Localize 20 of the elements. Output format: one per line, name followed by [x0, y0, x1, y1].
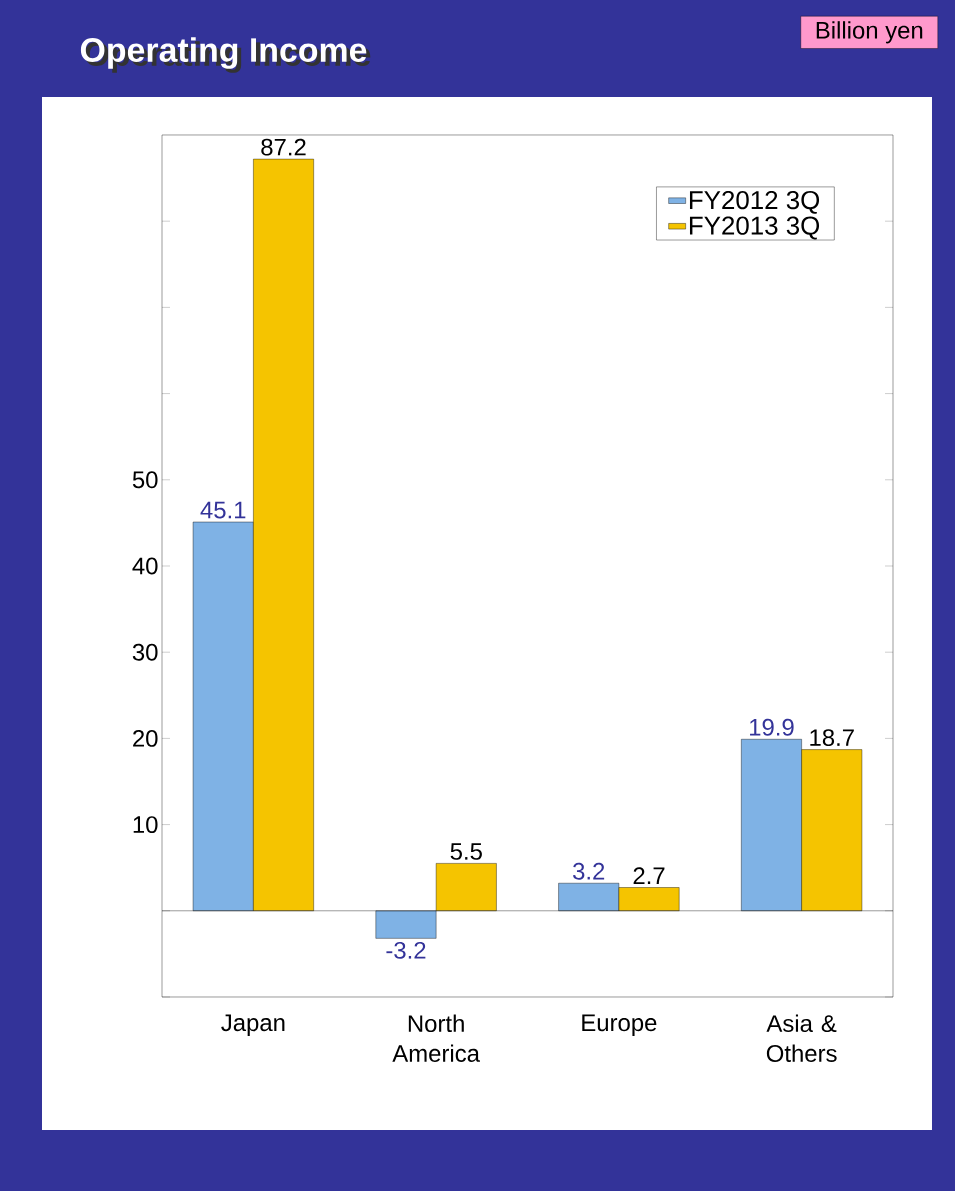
x-tick-label: Japan [221, 1014, 285, 1036]
x-tick-label: North America [392, 1014, 480, 1062]
x-tick-label: Europe [582, 1014, 657, 1036]
data-label: 2.7 [633, 867, 665, 884]
y-tick-label: 20 [133, 729, 158, 747]
x-tick-label: Asia & Others [766, 1014, 837, 1062]
text: Billion yen [816, 21, 923, 44]
legend-label: FY2012 3Q [689, 190, 820, 214]
data-label: 45.1 [200, 501, 246, 519]
data-label: 87.2 [261, 138, 306, 156]
data-label: -3.2 [386, 941, 426, 959]
y-tick-label: 50 [132, 471, 158, 489]
legend-label: FY2013 3Q [689, 216, 820, 240]
y-tick-label: 10 [133, 816, 158, 834]
data-label: 19.9 [750, 718, 794, 736]
data-label: 3.2 [573, 862, 605, 880]
data-label: 5.5 [450, 843, 482, 860]
y-tick-label: 30 [132, 643, 158, 661]
data-label: 18.7 [810, 729, 854, 747]
y-tick-label: 40 [132, 557, 158, 575]
